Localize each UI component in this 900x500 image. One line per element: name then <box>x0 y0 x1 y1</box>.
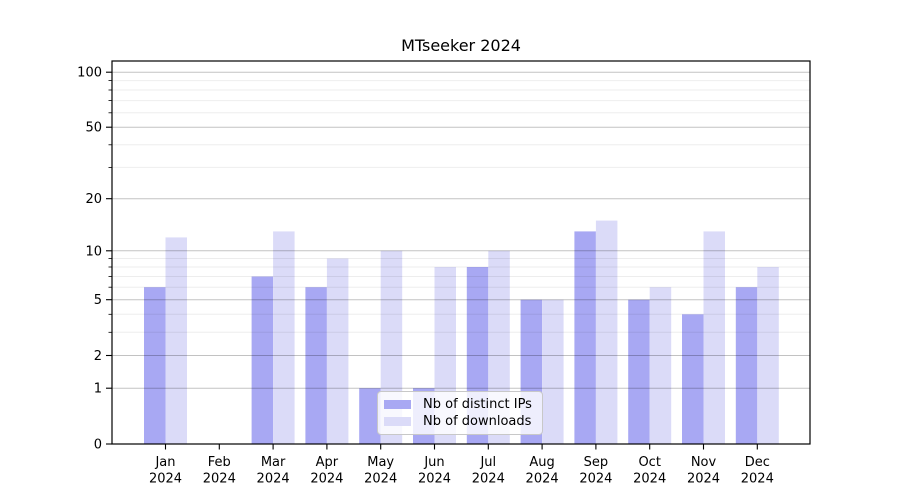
x-tick-label-year: 2024 <box>203 472 236 487</box>
bar-apr-ips <box>305 287 327 444</box>
x-tick-label-year: 2024 <box>364 472 397 487</box>
x-tick-label-year: 2024 <box>149 472 182 487</box>
y-tick-labels: 0 1 2 5 10 20 50 100 <box>77 66 102 453</box>
bar-oct-downloads <box>649 287 672 444</box>
bar-dec-ips <box>735 287 758 444</box>
x-tick-label-year: 2024 <box>579 472 612 487</box>
x-tick-label-month: Oct <box>638 455 660 470</box>
bar-mar-downloads <box>273 231 295 444</box>
x-tick-label-year: 2024 <box>526 472 559 487</box>
legend: Nb of distinct IPs Nb of downloads <box>377 391 543 435</box>
bar-nov-ips <box>682 314 704 444</box>
bar-sep-ips <box>574 231 596 444</box>
x-tick-label-month: Jul <box>479 455 496 470</box>
x-tick-label-year: 2024 <box>418 472 451 487</box>
bar-jan-ips <box>144 287 166 444</box>
legend-label-distinct-ips: Nb of distinct IPs <box>423 397 532 412</box>
bar-oct-ips <box>628 299 650 444</box>
y-tick-label: 100 <box>77 66 102 81</box>
x-tick-label-year: 2024 <box>472 472 505 487</box>
y-tick-label: 1 <box>94 382 102 397</box>
x-tick-labels: Jan 2024 Feb 2024 Mar 2024 Apr 2024 May 2024 Jun 20… <box>149 455 774 487</box>
plot-frame <box>111 60 811 445</box>
y-tick-label: 50 <box>85 121 102 136</box>
x-tick-label-month: Jan <box>154 455 175 470</box>
y-axis-ticks <box>106 71 112 445</box>
x-tick-label-month: Sep <box>584 455 609 470</box>
x-tick-label-year: 2024 <box>257 472 290 487</box>
x-axis-ticks <box>164 444 758 450</box>
bar-mar-ips <box>251 276 274 444</box>
x-tick-label-month: Nov <box>691 455 717 470</box>
y-tick-label: 5 <box>94 293 102 308</box>
x-tick-label-year: 2024 <box>310 472 343 487</box>
bar-dec-downloads <box>757 267 779 444</box>
x-tick-label-month: May <box>367 455 394 470</box>
x-tick-label-month: Dec <box>745 455 770 470</box>
x-tick-label-year: 2024 <box>741 472 774 487</box>
y-tick-label: 10 <box>85 244 102 259</box>
bar-sep-downloads <box>595 220 618 444</box>
bar-apr-downloads <box>326 258 349 444</box>
legend-item-downloads: Nb of downloads <box>384 414 534 429</box>
chart-title: MTseeker 2024 <box>401 36 521 55</box>
legend-label-downloads: Nb of downloads <box>423 414 532 429</box>
y-minor-gridlines <box>112 80 810 333</box>
bar-aug-downloads <box>542 299 564 444</box>
y-tick-label: 0 <box>94 438 102 453</box>
x-tick-label-month: Jun <box>423 455 444 470</box>
x-tick-label-year: 2024 <box>687 472 720 487</box>
x-tick-label-year: 2024 <box>633 472 666 487</box>
bar-jan-downloads <box>165 237 187 444</box>
x-tick-label-month: Aug <box>529 455 554 470</box>
legend-swatch-downloads <box>384 417 411 426</box>
x-tick-label-month: Mar <box>261 455 286 470</box>
legend-item-distinct-ips: Nb of distinct IPs <box>384 397 534 412</box>
x-tick-label-month: Feb <box>208 455 231 470</box>
legend-swatch-distinct-ips <box>384 400 411 409</box>
x-tick-label-month: Apr <box>316 455 339 470</box>
bar-may-ips <box>359 388 381 444</box>
y-tick-label: 2 <box>94 349 102 364</box>
y-major-gridlines <box>112 71 810 389</box>
bar-nov-downloads <box>703 231 725 444</box>
y-tick-label: 20 <box>85 192 102 207</box>
